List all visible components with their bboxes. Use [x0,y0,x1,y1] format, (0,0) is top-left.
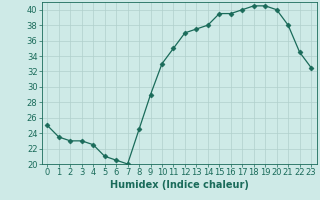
X-axis label: Humidex (Indice chaleur): Humidex (Indice chaleur) [110,180,249,190]
